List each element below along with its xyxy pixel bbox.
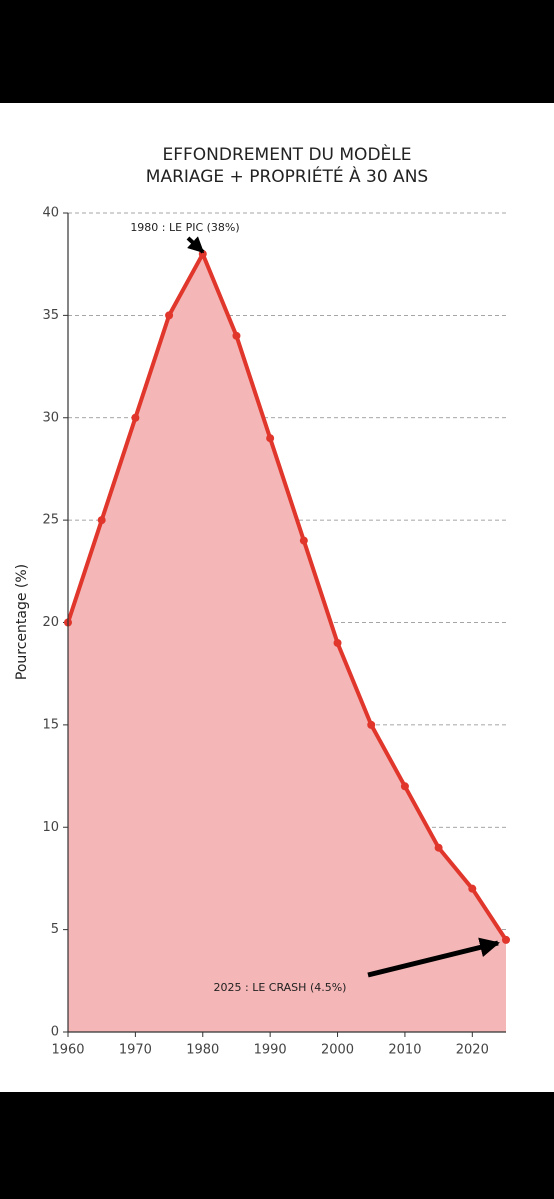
annotation-arrow	[367, 937, 500, 978]
chart-title: EFFONDREMENT DU MODÈLE	[163, 143, 412, 165]
point	[502, 935, 510, 944]
x-tick-label: 2020	[456, 1043, 489, 1058]
annotation: 1980 : LE PIC (38%)	[130, 221, 239, 234]
y-tick-label: 20	[42, 615, 59, 630]
point	[165, 311, 174, 320]
x-tick-label: 1960	[51, 1043, 84, 1058]
y-tick-label: 30	[42, 410, 59, 425]
point	[266, 434, 275, 443]
y-tick-label: 15	[42, 717, 59, 732]
x-tick-label: 2010	[388, 1043, 421, 1058]
x-tick-label: 2000	[321, 1043, 354, 1058]
y-axis-label: Pourcentage (%)	[14, 564, 30, 680]
annotation-arrow	[186, 236, 205, 254]
y-tick-label: 10	[42, 820, 59, 835]
x-tick-label: 1980	[186, 1043, 219, 1058]
y-tick-label: 0	[51, 1025, 59, 1040]
x-tick-label: 1970	[119, 1043, 152, 1058]
chart-title: MARIAGE + PROPRIÉTÉ À 30 ANS	[146, 165, 428, 187]
annotation: 2025 : LE CRASH (4.5%)	[214, 981, 347, 994]
line	[66, 251, 508, 941]
plot-area: 0 5 10 15 20 25 30 35 40 1960 1970 1980 1990 2000 2010…	[42, 206, 510, 1058]
y-tick-label: 25	[42, 513, 59, 528]
point	[131, 413, 140, 422]
point	[299, 536, 308, 545]
y-tick-label: 40	[42, 206, 59, 221]
point	[333, 638, 342, 647]
point	[367, 720, 376, 729]
area	[68, 253, 506, 1032]
y-tick-label: 5	[51, 922, 59, 937]
point	[232, 331, 241, 340]
point	[400, 782, 409, 791]
point	[434, 843, 443, 852]
x-tick-label: 1990	[254, 1043, 287, 1058]
y-tick-label: 35	[42, 308, 59, 323]
point	[97, 516, 106, 525]
point	[468, 884, 477, 893]
